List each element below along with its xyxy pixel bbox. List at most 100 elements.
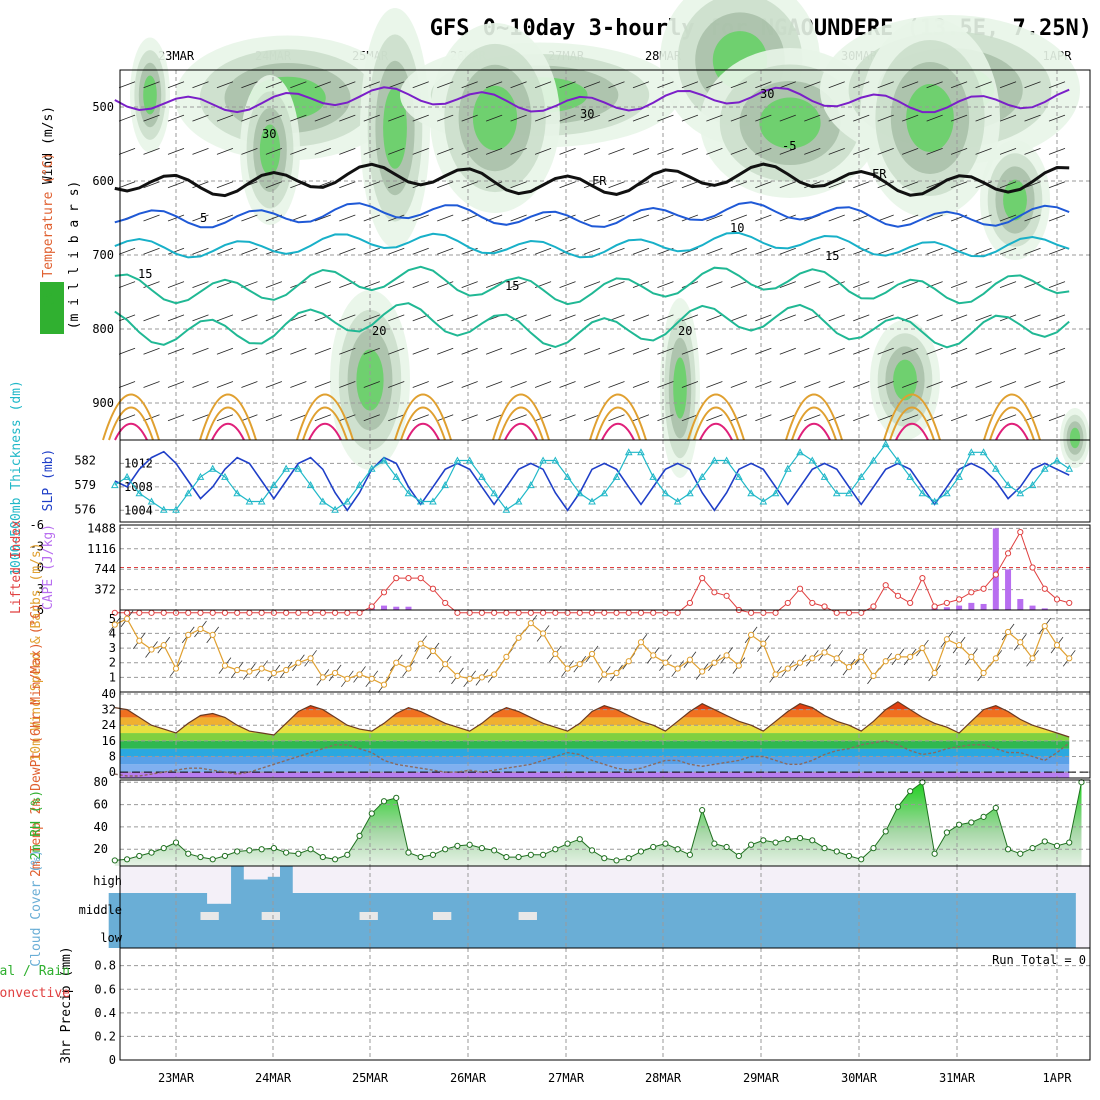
wind-speed-point [393, 659, 400, 666]
lifted-index-point [258, 609, 265, 616]
contour-label: FR [592, 174, 607, 188]
panel-cloud-cover: high middle low [79, 865, 1091, 949]
wind-barb [143, 148, 160, 155]
wind-barb [559, 314, 576, 322]
wind-barb [461, 281, 478, 288]
warm-contour [504, 422, 538, 441]
temp-band [120, 717, 1070, 726]
thickness-point [110, 481, 119, 489]
warm-contour [687, 393, 745, 441]
rh-point [588, 847, 596, 854]
rh-point [527, 851, 534, 858]
wind-speed-point [270, 669, 277, 677]
wind-barb [950, 148, 968, 155]
cloud-low-bar [891, 920, 905, 948]
wind-barb [167, 314, 185, 322]
precip-tick-label: 0.6 [94, 982, 116, 996]
rh-tick-label: 80 [94, 775, 108, 789]
cloud-low-bar [524, 920, 538, 948]
wind-barb [412, 214, 429, 222]
cloud-low-bar [439, 920, 452, 948]
cape-bar [943, 607, 950, 610]
wind-barb [975, 214, 992, 222]
wind-barb [877, 81, 894, 89]
wind-barb [363, 114, 380, 122]
thickness-point [147, 497, 156, 505]
wind-barb [241, 148, 258, 155]
thickness-point [771, 489, 780, 497]
panel-upper-air: 500 600 700 800 900 5 10 15 15 15 20 20 -5 FR FR 30 30 30 [40, 0, 1091, 478]
cloud-middle-bar [328, 893, 342, 920]
wind-barb [167, 148, 185, 155]
lifted-index-point [283, 609, 290, 616]
cloud-middle-bar [952, 893, 966, 920]
temp-band [120, 725, 1070, 734]
wind-barb [755, 347, 772, 355]
wind-barb [167, 214, 185, 222]
wind-barb [1048, 214, 1066, 222]
lifted-index-point [405, 575, 412, 582]
cloud-gap [432, 912, 452, 920]
wind-barb [1024, 81, 1041, 89]
rh-point [613, 857, 620, 864]
wind-barb [388, 148, 405, 155]
lifted-index-label: Lifted Index [9, 520, 24, 614]
wind-barb [853, 347, 870, 355]
rh-point [491, 847, 498, 854]
lifted-index-point [796, 585, 804, 592]
panel-lifted-cape: -6 -3 0 3 6 372 744 1116 1488 [30, 518, 1091, 617]
cloud-low-bar [292, 920, 305, 948]
cloud-low-bar [267, 920, 281, 948]
wind-barb [388, 347, 405, 355]
wind-barb [510, 81, 527, 89]
cloud-axis-label: Cloud Cover (%) [29, 849, 44, 966]
lifted-tick-label: 0 [37, 561, 44, 575]
cloud-middle-bar [647, 893, 660, 920]
wind-barb [730, 148, 748, 155]
rh-point [1017, 850, 1024, 857]
wind-speed-point [478, 674, 486, 681]
thickness-tick-label: 579 [74, 478, 96, 492]
wind-barb [853, 114, 870, 122]
thickness-point [343, 497, 352, 505]
lifted-index-point [319, 609, 326, 616]
wind-barb [902, 148, 919, 155]
warm-contour [498, 406, 544, 441]
cloud-low-bar [769, 920, 783, 948]
wind-barb [926, 314, 943, 322]
wind-speed-point [527, 620, 534, 627]
wind-barb [437, 181, 454, 189]
cape-bar [393, 606, 400, 610]
wind-speed-point [172, 665, 180, 672]
rh-point [674, 846, 681, 853]
lifted-index-point [331, 609, 339, 616]
cloud-low-bar [1038, 920, 1052, 948]
wind-barb [143, 247, 160, 255]
cloud-low-bar [353, 920, 367, 948]
cloud-middle-bar [769, 893, 783, 920]
warm-contour [797, 422, 831, 441]
cloud-low-bar [475, 920, 489, 948]
thickness-point [991, 464, 1000, 472]
wind-barb [999, 181, 1017, 189]
cloud-low-bar [744, 920, 758, 948]
lifted-index-point [833, 609, 840, 616]
wind-barb [265, 281, 283, 288]
wind-barb [118, 347, 136, 355]
wind-barb [1024, 247, 1041, 255]
humidity-shade [893, 359, 917, 401]
wind-speed-point [845, 664, 853, 671]
thickness-point [1065, 464, 1074, 472]
cloud-middle-bar [500, 893, 513, 920]
wind-barb [412, 414, 429, 422]
contour-label: 10 [730, 221, 744, 235]
wind-barb [828, 247, 845, 255]
wind-barb [363, 414, 380, 422]
wind-barb [779, 314, 796, 322]
lifted-index-point [845, 609, 853, 616]
wind-barb [950, 314, 968, 322]
wind-barb [241, 247, 258, 255]
wind-speed-point [907, 653, 914, 660]
rh-point [344, 851, 351, 858]
wind-barb [779, 181, 796, 189]
